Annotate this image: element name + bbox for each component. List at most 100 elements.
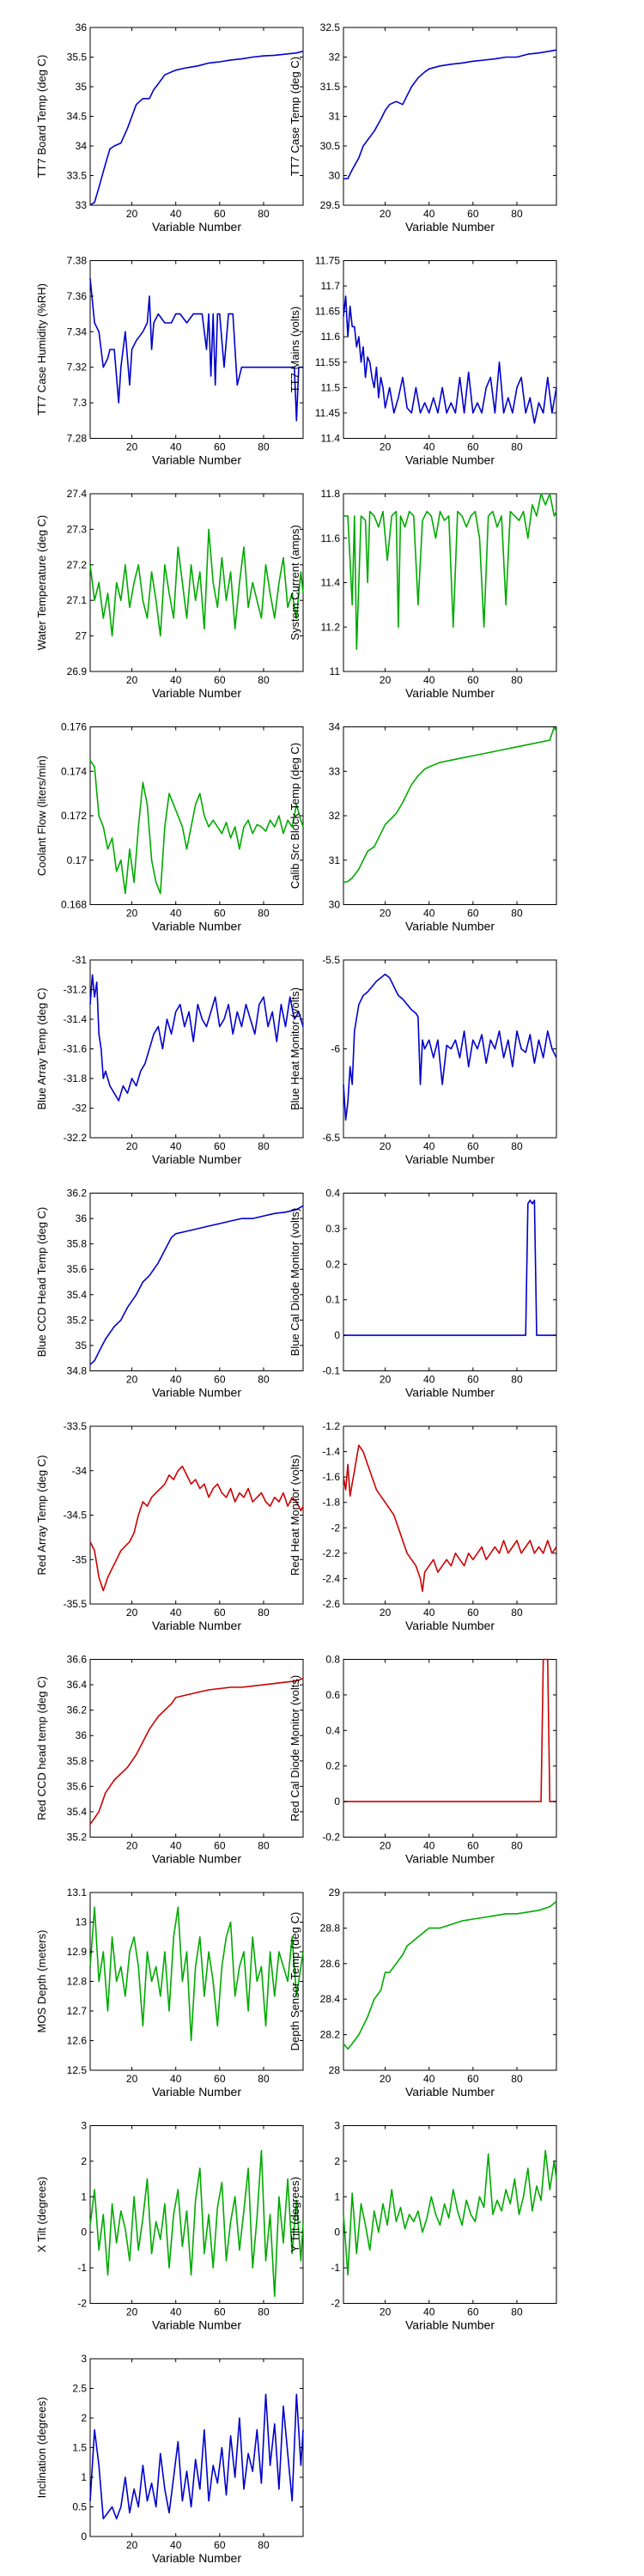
x-axis-label: Variable Number — [152, 1152, 241, 1166]
x-tick-label: 40 — [170, 441, 182, 453]
x-tick-label: 60 — [214, 1374, 226, 1386]
series-line — [89, 1465, 304, 1592]
x-tick-label: 20 — [126, 2306, 138, 2318]
x-tick-label: 60 — [467, 1374, 479, 1386]
x-tick-label: 40 — [423, 1140, 435, 1152]
chart-panel-14: 20 40 60 80 -2.6 -2.4 -2.2 -2 -1.8 -1.6 -1.4 -1.2 Va… — [289, 1420, 557, 1632]
y-tick-label: 1 — [81, 2471, 87, 2483]
y-tick-label: 35 — [76, 81, 88, 93]
y-tick-label: -32.2 — [64, 1132, 88, 1144]
y-tick-label: 7.36 — [67, 290, 88, 302]
x-tick-label: 60 — [467, 1840, 479, 1852]
x-tick-label: 20 — [126, 1607, 138, 1619]
y-tick-label: 28.8 — [320, 1922, 341, 1934]
y-tick-label: 31 — [329, 111, 341, 123]
x-tick-label: 60 — [214, 208, 226, 220]
y-tick-label: 12.6 — [67, 2035, 88, 2047]
x-axis-label: Variable Number — [405, 453, 495, 467]
y-axis-label: Blue Array Temp (deg C) — [35, 987, 48, 1109]
x-tick-label: 20 — [380, 674, 392, 686]
chart-panel-10: 20 40 60 80 -6.5 -6 -5.5 Variable Number Blue He… — [289, 954, 557, 1166]
y-tick-label: 0.4 — [325, 1724, 340, 1736]
x-tick-label: 40 — [423, 674, 435, 686]
x-tick-label: 80 — [258, 2539, 270, 2551]
series-line — [343, 1658, 556, 1802]
x-tick-label: 60 — [214, 674, 226, 686]
y-tick-label: 13.1 — [67, 1886, 88, 1899]
y-tick-label: -31 — [72, 954, 88, 966]
y-tick-label: 13 — [76, 1917, 88, 1929]
y-tick-label: 0 — [334, 1795, 340, 1807]
y-tick-label: 33 — [329, 765, 341, 777]
x-tick-label: 80 — [258, 2073, 270, 2085]
y-tick-label: 11.8 — [321, 488, 341, 500]
y-tick-label: 11.6 — [321, 331, 341, 343]
y-tick-label: -2.2 — [322, 1547, 340, 1559]
x-axis-label: Variable Number — [405, 2085, 495, 2099]
series-line — [89, 1205, 304, 1365]
x-tick-label: 60 — [467, 2306, 479, 2318]
y-axis-label: TT7 Case Humidity (%RH) — [35, 283, 48, 416]
y-tick-label: -31.8 — [64, 1072, 88, 1084]
y-tick-label: 7.28 — [67, 433, 88, 445]
y-tick-label: -34 — [72, 1465, 88, 1477]
chart-panel-4: 20 40 60 80 11.4 11.45 11.5 11.55 11.6 11.65 11.7 1… — [289, 255, 557, 467]
plot-frame — [343, 1425, 557, 1605]
x-tick-label: 20 — [126, 2073, 138, 2085]
y-tick-label: -2 — [77, 2298, 87, 2310]
series-line — [343, 2149, 557, 2276]
y-tick-label: 11.7 — [321, 280, 341, 292]
y-tick-label: 11.45 — [315, 407, 340, 419]
y-axis-label: Blue Heat Monitor (volts) — [289, 987, 301, 1110]
x-tick-label: 40 — [423, 2306, 435, 2318]
y-tick-label: 0.176 — [61, 721, 87, 733]
x-axis-label: Variable Number — [405, 1386, 495, 1400]
plot-frame — [343, 1892, 557, 2071]
x-tick-label: 20 — [380, 2073, 392, 2085]
plot-frame — [89, 2358, 304, 2537]
y-axis-label: Red CCD head temp (deg C) — [35, 1676, 48, 1820]
y-tick-label: -33.5 — [64, 1420, 88, 1432]
y-tick-label: 36.2 — [67, 1188, 88, 1200]
plot-frame — [343, 1659, 557, 1838]
y-tick-label: -6 — [331, 1043, 340, 1055]
chart-panel-11: 20 40 60 80 34.8 35 35.2 35.4 35.6 35.8 36 36.2 Vari… — [35, 1188, 304, 1400]
y-tick-label: -1.2 — [322, 1420, 340, 1432]
x-tick-label: 40 — [170, 208, 182, 220]
x-tick-label: 60 — [467, 208, 479, 220]
y-axis-label: Calib Src Block Temp (deg C) — [289, 743, 301, 889]
y-tick-label: 0.174 — [61, 765, 87, 777]
x-tick-label: 20 — [380, 208, 392, 220]
y-tick-label: 36 — [76, 1729, 88, 1741]
y-tick-label: 30 — [329, 899, 341, 911]
x-tick-label: 80 — [511, 2073, 523, 2085]
y-tick-label: 0.6 — [325, 1689, 340, 1701]
y-tick-label: 36.4 — [67, 1679, 88, 1691]
chart-panel-5: 20 40 60 80 26.9 27 27.1 27.2 27.3 27.4 Variable N… — [35, 488, 304, 700]
y-tick-label: -35 — [72, 1553, 88, 1565]
y-tick-label: 12.5 — [67, 2064, 88, 2076]
x-tick-label: 20 — [380, 2306, 392, 2318]
x-tick-label: 60 — [467, 908, 479, 920]
series-line — [343, 1444, 557, 1592]
y-tick-label: -2.6 — [322, 1598, 340, 1610]
series-line — [89, 2393, 304, 2520]
y-tick-label: 7.34 — [67, 325, 88, 337]
x-axis-label: Variable Number — [405, 686, 495, 700]
x-tick-label: 40 — [170, 2073, 182, 2085]
y-tick-label: 3 — [81, 2120, 87, 2132]
y-tick-label: 36.6 — [67, 1654, 88, 1666]
x-tick-label: 20 — [126, 1374, 138, 1386]
y-axis-label: Coolant Flow (liters/min) — [35, 756, 48, 876]
y-tick-label: 11.2 — [321, 621, 341, 633]
y-tick-label: 32.5 — [320, 21, 341, 33]
x-tick-label: 40 — [423, 1374, 435, 1386]
y-axis-label: TT7 Case Temp (deg C) — [289, 57, 301, 176]
y-tick-label: 0.2 — [325, 1258, 340, 1270]
x-axis-label: Variable Number — [152, 2318, 241, 2332]
series-line — [343, 1200, 556, 1336]
y-tick-label: 30.5 — [320, 140, 341, 152]
y-tick-label: 27.2 — [67, 559, 88, 571]
x-tick-label: 40 — [423, 1840, 435, 1852]
y-tick-label: 27.3 — [67, 523, 88, 535]
